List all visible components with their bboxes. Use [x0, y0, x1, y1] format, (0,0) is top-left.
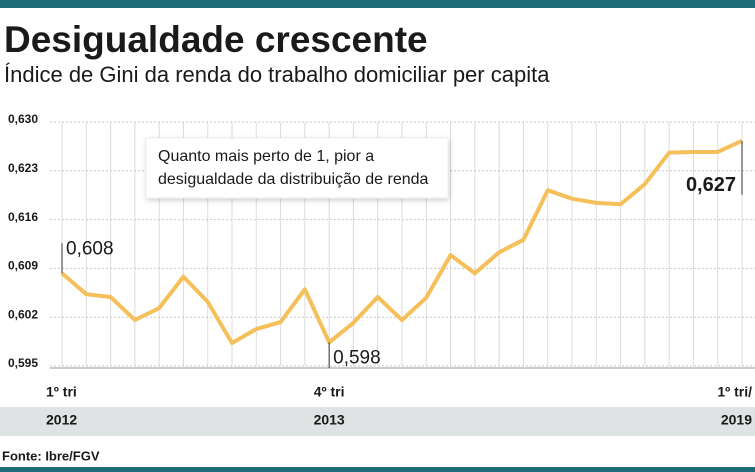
annotation-box	[145, 137, 449, 199]
x-tick-label: 4º tri	[314, 384, 345, 400]
y-tick-label: 0,602	[8, 307, 38, 321]
y-tick-label: 0,630	[8, 112, 38, 126]
source: Fonte: Ibre/FGV	[2, 448, 100, 463]
value-label: 0,627	[686, 174, 736, 196]
annotation-line: Quanto mais perto de 1, pior a	[158, 148, 374, 165]
y-tick-label: 0,595	[8, 356, 38, 370]
x-year-label: 2013	[314, 412, 345, 428]
top-band	[0, 0, 755, 8]
y-tick-label: 0,609	[8, 259, 38, 273]
bottom-band	[0, 467, 755, 472]
x-year-label: 2012	[46, 412, 77, 428]
x-tick-label: 1º tri	[46, 384, 77, 400]
y-tick-label: 0,616	[8, 210, 38, 224]
x-tick-label: 1º tri/	[717, 384, 752, 400]
value-label: 0,608	[66, 238, 114, 259]
line	[60, 139, 743, 345]
x-year-label: 2019	[721, 412, 752, 428]
chart-title: Desigualdade crescente	[4, 19, 428, 60]
y-tick-label: 0,623	[8, 161, 38, 175]
value-label: 0,598	[333, 347, 381, 368]
chart-subtitle: Índice de Gini da renda do trabalho domi…	[4, 62, 550, 87]
year-band	[0, 407, 755, 436]
annotation-line: desigualdade da distribuição de renda	[158, 171, 429, 188]
